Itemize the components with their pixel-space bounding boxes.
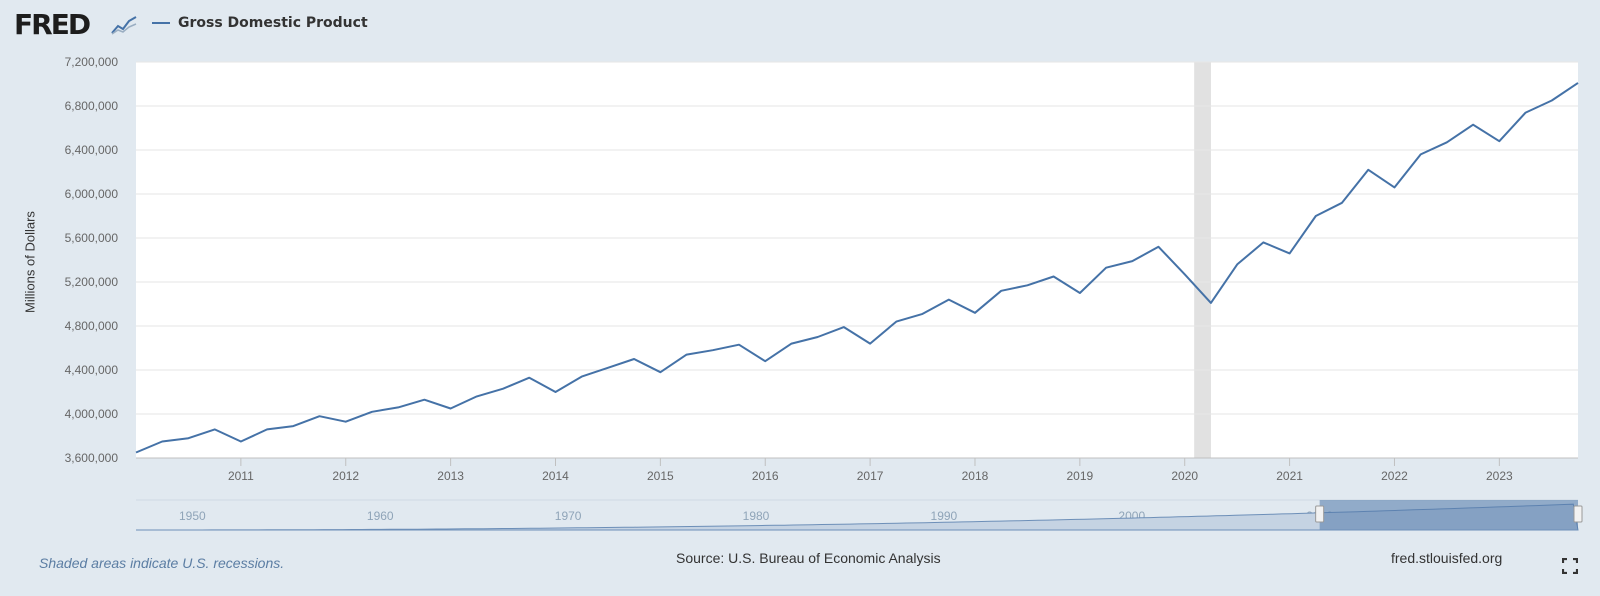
plot-background <box>136 62 1578 458</box>
navigator-selection[interactable] <box>1319 500 1578 530</box>
fred-logo[interactable]: FRED <box>14 8 91 41</box>
y-tick-label: 3,600,000 <box>65 451 119 465</box>
legend-label: Gross Domestic Product <box>178 15 368 31</box>
navigator-tick-label: 1960 <box>367 509 394 523</box>
navigator-tick-label: 1990 <box>931 509 958 523</box>
x-tick-label: 2014 <box>542 469 569 483</box>
legend-swatch <box>152 22 170 24</box>
x-tick-label: 2021 <box>1276 469 1303 483</box>
x-tick-label: 2018 <box>962 469 989 483</box>
recession-band <box>1194 62 1211 458</box>
y-tick-label: 6,800,000 <box>65 99 119 113</box>
navigator-tick-label: 1950 <box>179 509 206 523</box>
navigator-handle-left[interactable] <box>1315 505 1325 523</box>
x-tick-label: 2020 <box>1171 469 1198 483</box>
x-tick-layer: 2011 2012 2013 2014 2015 2016 2017 2018 2019 2020… <box>228 458 1513 483</box>
navigator-tick-label: 1980 <box>743 509 770 523</box>
series-layer <box>135 82 1579 454</box>
series-line[interactable] <box>135 82 1579 454</box>
x-tick-label: 2011 <box>228 469 254 483</box>
x-tick-label: 2012 <box>332 469 359 483</box>
site-link[interactable]: fred.stlouisfed.org <box>1391 550 1503 566</box>
y-tick-label: 7,200,000 <box>65 55 119 69</box>
y-tick-label: 4,400,000 <box>65 363 119 377</box>
navigator-tick-label: 1970 <box>555 509 582 523</box>
x-tick-label: 2022 <box>1381 469 1408 483</box>
navigator-handle-right[interactable] <box>1573 505 1583 523</box>
recession-layer <box>1194 62 1211 458</box>
legend: Gross Domestic Product <box>152 15 368 31</box>
x-tick-label: 2017 <box>857 469 884 483</box>
x-tick-label: 2016 <box>752 469 779 483</box>
y-tick-label: 4,000,000 <box>65 407 119 421</box>
y-tick-label: 6,000,000 <box>65 187 119 201</box>
fred-logo-graph-icon <box>110 14 138 36</box>
grid-layer <box>136 61 1578 459</box>
chart-svg[interactable]: 3,600,000 4,000,000 4,400,000 4,800,000 5,20… <box>0 0 1600 540</box>
x-tick-label: 2013 <box>437 469 464 483</box>
x-tick-label: 2015 <box>647 469 674 483</box>
y-tick-label: 5,200,000 <box>65 275 119 289</box>
navigator: 19501960197019801990200020102020 <box>136 499 1583 531</box>
y-tick-label: 5,600,000 <box>65 231 119 245</box>
recession-note: Shaded areas indicate U.S. recessions. <box>39 555 285 571</box>
x-tick-label: 2019 <box>1067 469 1094 483</box>
y-tick-layer: 3,600,000 4,000,000 4,400,000 4,800,000 5,20… <box>65 55 119 465</box>
fullscreen-icon[interactable] <box>1562 558 1578 574</box>
y-tick-label: 4,800,000 <box>65 319 119 333</box>
source-text: Source: U.S. Bureau of Economic Analysis <box>676 550 941 566</box>
x-tick-label: 2023 <box>1486 469 1513 483</box>
y-tick-label: 6,400,000 <box>65 143 119 157</box>
